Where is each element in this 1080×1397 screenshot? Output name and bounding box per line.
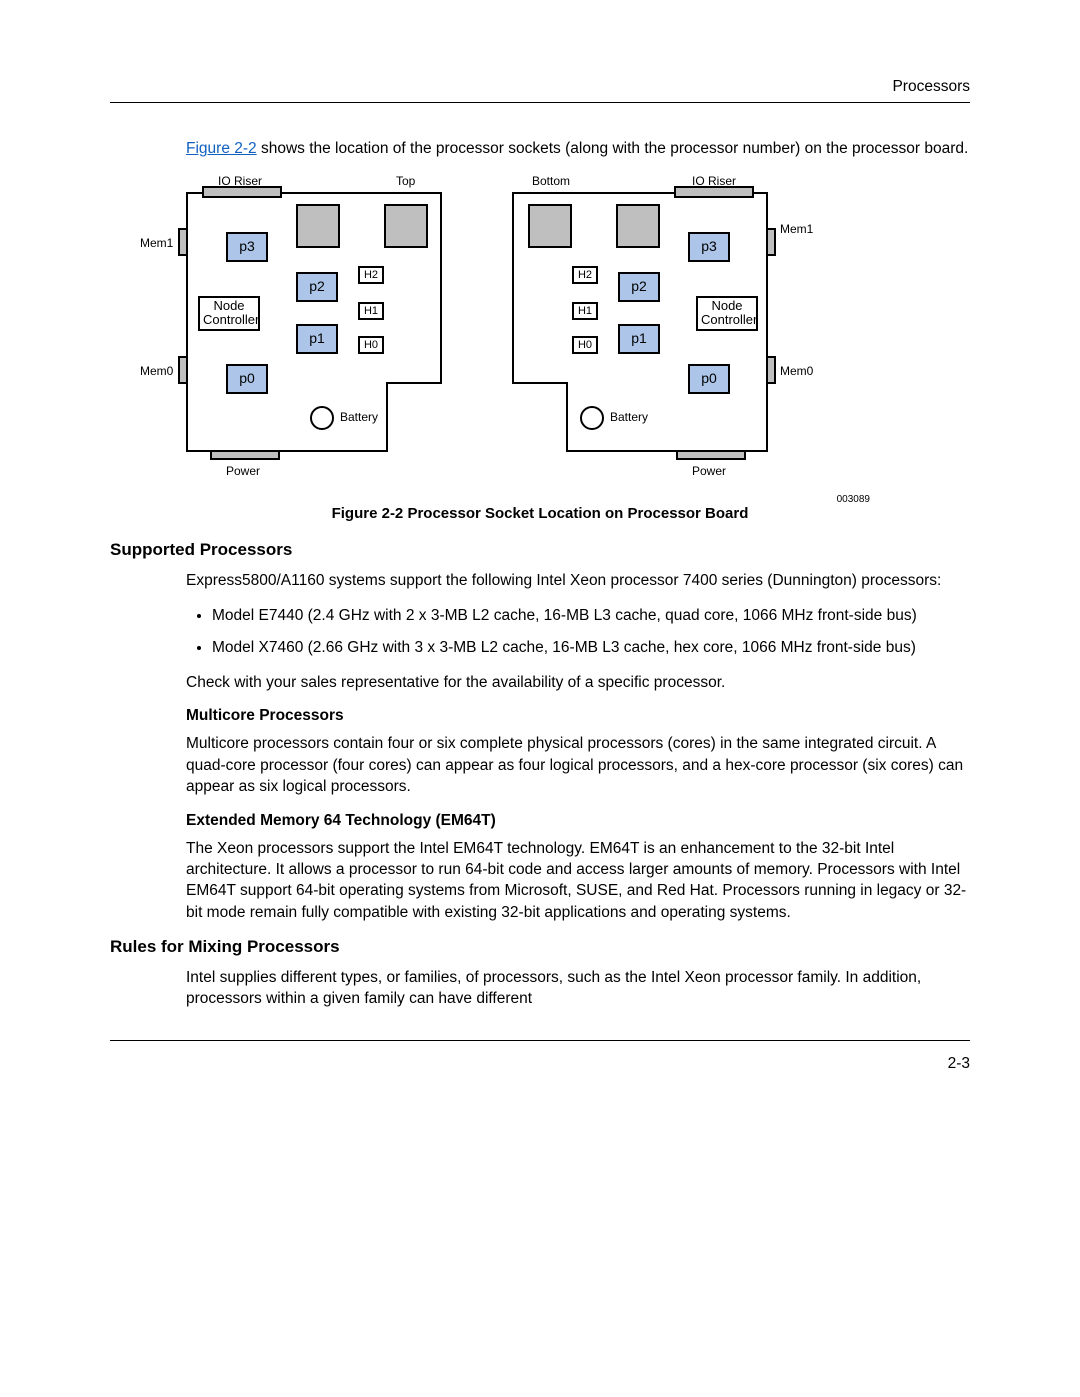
h1-r: H1 xyxy=(572,302,598,320)
heading-multicore: Multicore Processors xyxy=(186,707,970,725)
heading-supported-processors: Supported Processors xyxy=(110,540,970,560)
node-controller: Node Controller xyxy=(198,296,260,331)
battery-circle xyxy=(310,406,334,430)
list-item: Model X7460 (2.66 GHz with 3 x 3-MB L2 c… xyxy=(212,637,970,658)
list-item: Model E7440 (2.4 GHz with 2 x 3-MB L2 ca… xyxy=(212,605,970,626)
figure-id-code: 003089 xyxy=(837,494,870,505)
battery-label-r: Battery xyxy=(610,410,648,424)
running-head: Processors xyxy=(110,78,970,96)
power-label-right: Power xyxy=(692,464,726,478)
para-rules: Intel supplies different types, or famil… xyxy=(186,967,970,1010)
node-controller-r: Node Controller xyxy=(696,296,758,331)
figure-ref-link[interactable]: Figure 2-2 xyxy=(186,140,257,157)
processor-list: Model E7440 (2.4 GHz with 2 x 3-MB L2 ca… xyxy=(212,605,970,658)
proc-p0-r: p0 xyxy=(688,364,730,394)
mem0-left: Mem0 xyxy=(140,364,173,378)
nc-l2: Controller xyxy=(203,312,259,327)
nc-l2-r: Controller xyxy=(701,312,757,327)
tab xyxy=(766,356,776,384)
proc-p2-r: p2 xyxy=(618,272,660,302)
power-tab xyxy=(210,450,280,460)
proc-p3: p3 xyxy=(226,232,268,262)
rule-bottom xyxy=(110,1040,970,1041)
mem1-right: Mem1 xyxy=(780,222,813,236)
gray-block xyxy=(384,204,428,248)
h0-r: H0 xyxy=(572,336,598,354)
tab xyxy=(178,356,188,384)
h2-r: H2 xyxy=(572,266,598,284)
tab xyxy=(766,228,776,256)
proc-p2: p2 xyxy=(296,272,338,302)
mem1-left: Mem1 xyxy=(140,236,173,250)
rule-top xyxy=(110,102,970,103)
proc-p3-r: p3 xyxy=(688,232,730,262)
proc-p1-r: p1 xyxy=(618,324,660,354)
mem0-right: Mem0 xyxy=(780,364,813,378)
tab xyxy=(178,228,188,256)
nc-l1-r: Node xyxy=(711,298,742,313)
figure-2-2: IO Riser Top Bottom IO Riser p3 p2 p1 p0… xyxy=(140,178,820,483)
battery-circle-r xyxy=(580,406,604,430)
h2: H2 xyxy=(358,266,384,284)
para-supported-intro: Express5800/A1160 systems support the fo… xyxy=(186,570,970,591)
battery-label: Battery xyxy=(340,410,378,424)
nc-l1: Node xyxy=(213,298,244,313)
page-number: 2-3 xyxy=(110,1055,970,1073)
gray-block xyxy=(296,204,340,248)
para-multicore: Multicore processors contain four or six… xyxy=(186,733,970,797)
h0: H0 xyxy=(358,336,384,354)
h1: H1 xyxy=(358,302,384,320)
gray-block xyxy=(616,204,660,248)
para-em64t: The Xeon processors support the Intel EM… xyxy=(186,838,970,924)
riser-gray xyxy=(674,186,754,198)
label-top: Top xyxy=(396,174,415,188)
figure-caption: Figure 2-2 Processor Socket Location on … xyxy=(110,505,970,522)
riser-gray xyxy=(202,186,282,198)
power-label-left: Power xyxy=(226,464,260,478)
intro-paragraph: Figure 2-2 shows the location of the pro… xyxy=(186,139,970,160)
heading-em64t: Extended Memory 64 Technology (EM64T) xyxy=(186,812,970,830)
proc-p1: p1 xyxy=(296,324,338,354)
para-check-sales: Check with your sales representative for… xyxy=(186,672,970,693)
power-tab-r xyxy=(676,450,746,460)
proc-p0: p0 xyxy=(226,364,268,394)
label-bottom: Bottom xyxy=(532,174,570,188)
intro-rest: shows the location of the processor sock… xyxy=(257,140,969,157)
gray-block xyxy=(528,204,572,248)
heading-rules-mixing: Rules for Mixing Processors xyxy=(110,937,970,957)
